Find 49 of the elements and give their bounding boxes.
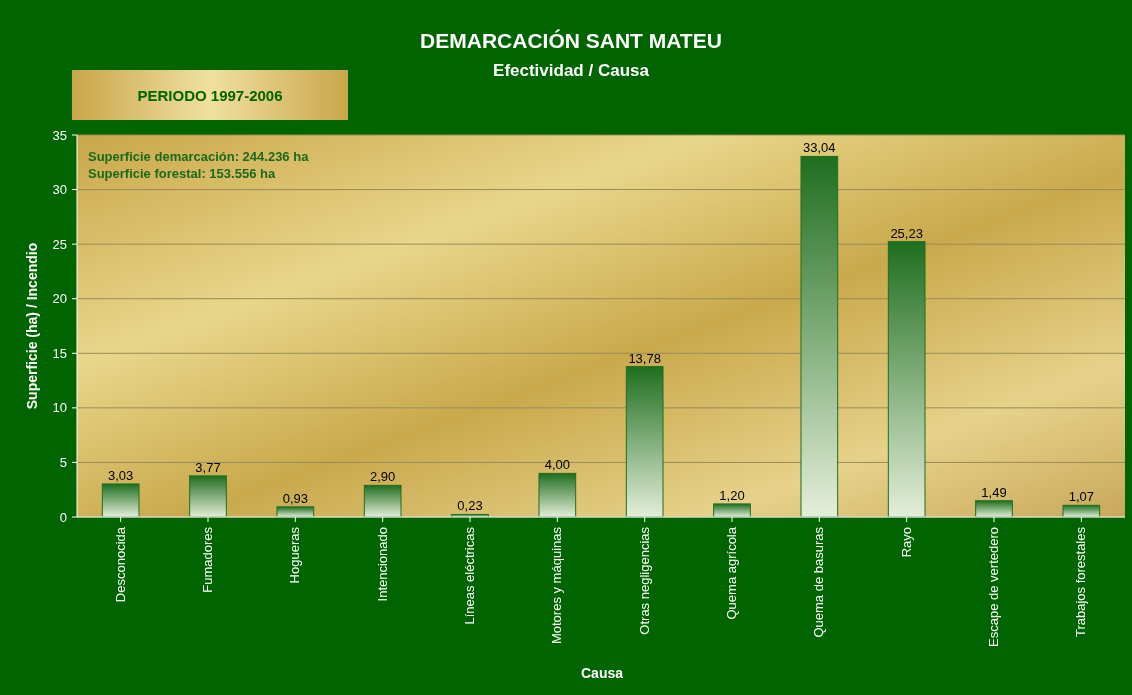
annotation: Superficie forestal: 153.556 ha (88, 166, 276, 181)
y-tick-label: 30 (52, 182, 67, 198)
data-label: 3,77 (195, 459, 221, 475)
data-label: 1,07 (1068, 489, 1094, 505)
data-label: 0,93 (282, 490, 308, 506)
bar (538, 472, 577, 518)
y-axis-title: Superficie (ha) / Incendio (24, 242, 40, 410)
x-tick-label: Hogueras (287, 526, 303, 584)
bar (189, 475, 227, 518)
bar (713, 503, 751, 518)
x-tick-label: Rayo (898, 527, 914, 558)
y-tick-label: 25 (52, 236, 67, 252)
bar (625, 366, 664, 518)
annotation: Superficie demarcación: 244.236 ha (88, 149, 310, 164)
data-label: 0,23 (457, 498, 483, 514)
data-label: 1,49 (981, 484, 1007, 500)
x-tick-label: Escape de vertedero (986, 527, 1001, 647)
text: PERIODO 1997-2006 (137, 87, 283, 104)
data-label: 2,90 (370, 469, 396, 485)
y-tick-label: 20 (52, 291, 67, 307)
y-tick-label: 0 (59, 509, 67, 525)
bar (887, 241, 926, 518)
data-label: 4,00 (544, 457, 570, 473)
x-tick-label: Fumadores (200, 526, 215, 593)
chart-subtitle: Efectividad / Causa (493, 61, 650, 80)
x-tick-label: Desconocida (112, 526, 128, 603)
bar (276, 506, 315, 518)
y-tick-label: 35 (52, 127, 67, 143)
x-tick-label: Quema agrícola (724, 526, 739, 620)
x-tick-label: Líneas eléctricas (462, 526, 477, 625)
x-tick-label: Quema de basuras (811, 526, 827, 638)
x-tick-label: Intencionado (374, 527, 390, 602)
y-tick-label: 10 (52, 400, 67, 416)
x-tick-label: Motores y máquinas (549, 526, 565, 645)
data-label: 3,03 (108, 467, 134, 483)
bar (101, 483, 140, 518)
y-tick-label: 5 (59, 454, 67, 470)
x-axis-title: Causa (580, 665, 624, 681)
bar (975, 500, 1013, 518)
x-tick-label: Trabajos forestales (1073, 526, 1089, 638)
data-label: 13,78 (628, 350, 661, 366)
data-label: 25,23 (890, 225, 923, 241)
x-tick-label: Otras negligencias (636, 526, 652, 635)
y-tick-label: 15 (52, 345, 67, 361)
data-label: 33,04 (803, 140, 836, 156)
chart-title: DEMARCACIÓN SANT MATEU (420, 29, 722, 52)
bar (363, 484, 402, 518)
data-label: 1,20 (719, 487, 745, 503)
bar (800, 155, 839, 518)
